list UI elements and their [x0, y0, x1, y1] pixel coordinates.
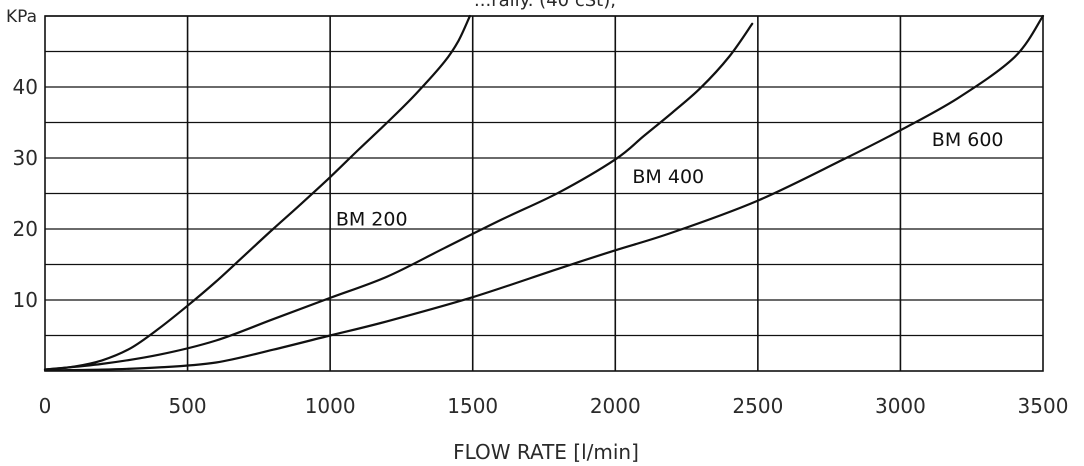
grid [44, 15, 1044, 372]
y-axis-unit: KPa [6, 7, 37, 27]
series-labels: BM 200 BM 400 BM 600 [336, 129, 1004, 231]
x-axis-title: FLOW RATE [l/min] [453, 440, 639, 464]
plot-frame [44, 15, 1044, 372]
series-lines [43, 14, 1045, 372]
x-tick-label: 2500 [732, 394, 783, 418]
series-line-bm-400 [43, 22, 754, 371]
x-tick-label: 1000 [305, 394, 356, 418]
series-label-bm-200: BM 200 [336, 208, 408, 230]
y-tick-label: 40 [13, 75, 38, 99]
x-tick-label: 500 [168, 394, 206, 418]
y-tick-label: 10 [13, 288, 38, 312]
series-line-bm-600 [43, 14, 1045, 372]
series-line-bm-200 [43, 14, 471, 371]
x-tick-label: 3500 [1018, 394, 1069, 418]
x-tick-label: 1500 [447, 394, 498, 418]
y-tick-label: 30 [13, 146, 38, 170]
x-axis-ticks: 0 500 1000 1500 2000 2500 3000 3500 [39, 394, 1069, 418]
series-label-bm-400: BM 400 [632, 166, 704, 188]
chart-title: ...rally. (40 cSt), [474, 0, 616, 11]
y-tick-label: 20 [13, 217, 38, 241]
x-tick-label: 3000 [875, 394, 926, 418]
y-axis-ticks: 10 20 30 40 [13, 75, 38, 312]
x-tick-label: 2000 [590, 394, 641, 418]
x-tick-label: 0 [39, 394, 52, 418]
series-label-bm-600: BM 600 [932, 129, 1004, 151]
